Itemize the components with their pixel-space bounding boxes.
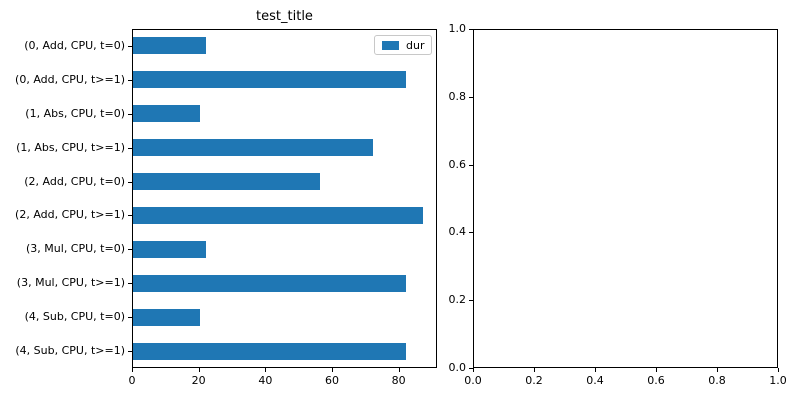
y-tick-mark <box>469 368 473 369</box>
chart-title: test_title <box>256 9 313 24</box>
x-tick-label: 0.4 <box>586 374 604 387</box>
right-axes <box>473 29 778 368</box>
x-tick-mark <box>198 368 200 372</box>
x-tick-mark <box>398 368 400 372</box>
y-tick-label: 1.0 <box>448 22 467 35</box>
y-tick-mark <box>469 164 473 166</box>
y-tick-label: 0.6 <box>448 157 467 171</box>
y-tick-label: (3, Mul, CPU, t>=1) <box>16 276 125 290</box>
x-tick-mark <box>778 368 779 372</box>
y-tick-mark <box>128 283 132 285</box>
bar <box>133 105 200 123</box>
y-tick-label: (3, Mul, CPU, t=0) <box>26 242 125 256</box>
bar <box>133 139 373 157</box>
x-tick-mark <box>473 368 474 372</box>
y-tick-mark <box>469 232 473 234</box>
x-tick-label: 20 <box>191 374 206 387</box>
y-tick-mark <box>128 113 132 115</box>
x-tick-mark <box>265 368 267 372</box>
legend-label: dur <box>406 38 425 52</box>
x-tick-mark <box>595 368 596 372</box>
x-tick-label: 60 <box>325 374 339 387</box>
bar <box>133 71 407 89</box>
x-tick-label: 40 <box>258 374 273 387</box>
bar <box>133 342 407 360</box>
x-tick-mark <box>534 368 535 372</box>
y-tick-label: 0.2 <box>448 293 467 307</box>
y-tick-label: (4, Sub, CPU, t=0) <box>24 310 125 324</box>
y-tick-label: 0.4 <box>448 225 467 239</box>
bar <box>133 240 207 258</box>
x-tick-label: 0.8 <box>708 374 726 387</box>
y-tick-mark <box>469 300 473 302</box>
x-tick-mark <box>332 368 333 372</box>
bar <box>133 274 407 292</box>
y-tick-label: 0.0 <box>448 361 467 374</box>
x-tick-label: 0.6 <box>647 374 665 387</box>
y-tick-label: (2, Add, CPU, t=0) <box>24 174 125 188</box>
y-tick-mark <box>128 147 132 149</box>
bar <box>133 206 423 224</box>
y-tick-label: (0, Add, CPU, t=0) <box>24 38 125 52</box>
x-tick-label: 0.2 <box>525 374 543 387</box>
y-tick-label: (1, Abs, CPU, t>=1) <box>16 140 125 154</box>
y-tick-mark <box>128 79 132 81</box>
y-tick-mark <box>128 215 132 217</box>
bar <box>133 37 207 55</box>
legend-swatch-icon <box>382 40 399 50</box>
y-tick-label: (0, Add, CPU, t>=1) <box>15 72 125 86</box>
x-tick-label: 0.0 <box>464 374 482 387</box>
legend: dur <box>374 35 432 55</box>
x-tick-label: 0 <box>128 374 136 387</box>
y-tick-mark <box>128 317 132 319</box>
y-tick-label: (2, Add, CPU, t>=1) <box>15 208 125 222</box>
y-tick-mark <box>128 249 132 251</box>
x-tick-mark <box>132 368 133 372</box>
x-tick-label: 1.0 <box>769 374 787 387</box>
x-tick-label: 80 <box>391 374 406 387</box>
bar <box>133 173 320 191</box>
y-tick-mark <box>128 45 132 47</box>
x-tick-mark <box>656 368 657 372</box>
y-tick-mark <box>469 96 473 98</box>
y-tick-label: (1, Abs, CPU, t=0) <box>25 106 125 120</box>
y-tick-mark <box>128 181 132 183</box>
y-tick-label: (4, Sub, CPU, t>=1) <box>15 344 125 358</box>
y-tick-mark <box>128 351 132 353</box>
bar <box>133 308 200 326</box>
y-tick-label: 0.8 <box>448 89 467 103</box>
x-tick-mark <box>717 368 718 372</box>
y-tick-mark <box>469 29 473 30</box>
